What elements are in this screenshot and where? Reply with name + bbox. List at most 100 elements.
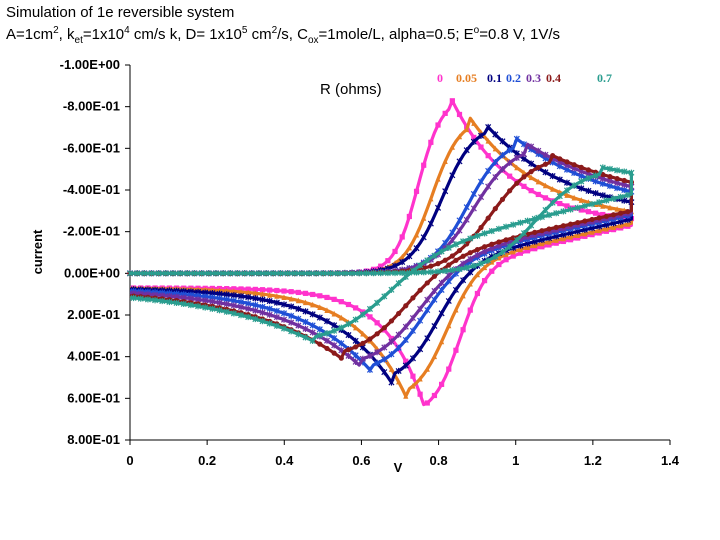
series-point xyxy=(248,270,255,277)
series-point xyxy=(599,192,606,199)
series-point xyxy=(492,158,499,166)
series-point xyxy=(539,244,545,250)
series-point xyxy=(374,360,381,367)
series-point xyxy=(130,294,137,302)
series-point xyxy=(589,216,595,223)
y-tick-label: 8.00E-01 xyxy=(67,432,120,447)
series-point xyxy=(603,225,609,232)
series-point xyxy=(295,322,302,329)
series-point xyxy=(159,297,166,305)
series-point xyxy=(614,167,621,174)
series-point xyxy=(614,206,620,212)
series-point xyxy=(532,229,538,235)
subtitle-part: =0.8 V, 1V/s xyxy=(479,26,560,43)
series-point xyxy=(474,232,481,239)
series-point xyxy=(431,287,438,295)
series-point xyxy=(230,292,237,299)
series-point xyxy=(477,178,485,185)
series-line xyxy=(129,165,633,343)
series-point xyxy=(438,286,445,294)
series-point xyxy=(514,164,520,171)
series-point xyxy=(546,238,552,245)
series-point xyxy=(331,342,338,349)
series-point xyxy=(503,237,509,243)
series-point xyxy=(439,338,445,345)
series-point xyxy=(231,288,237,295)
series-point xyxy=(585,167,592,173)
series-point xyxy=(442,267,449,275)
x-tick-label: 0.8 xyxy=(430,453,448,468)
series-point xyxy=(596,215,602,221)
series-point xyxy=(410,373,416,379)
series-point xyxy=(610,195,617,202)
series-point xyxy=(252,286,258,293)
series-point xyxy=(392,269,399,277)
subtitle-part: 5 xyxy=(241,25,248,36)
series-point xyxy=(252,307,259,314)
series-point xyxy=(421,215,427,221)
series-point xyxy=(546,226,552,232)
series-point xyxy=(259,309,266,316)
series-point xyxy=(331,322,338,329)
series-point xyxy=(366,366,373,373)
series-point xyxy=(259,318,266,325)
series-point xyxy=(259,291,266,297)
subtitle-part: 2 xyxy=(271,25,278,36)
series-point xyxy=(317,304,323,311)
series-point xyxy=(564,192,570,198)
series-point xyxy=(560,223,566,229)
series-point xyxy=(452,286,459,293)
series-point xyxy=(563,187,570,194)
series-point xyxy=(564,203,570,209)
subtitle-part: =1mole/L, alpha=0.5; E xyxy=(318,26,474,43)
x-tick-label: 1.4 xyxy=(661,453,680,468)
series-0.4 xyxy=(127,153,635,361)
y-tick-label: 4.00E-01 xyxy=(67,349,120,364)
series-point xyxy=(506,243,513,250)
series-point xyxy=(470,205,477,212)
series-point xyxy=(596,199,603,206)
series-point xyxy=(549,172,556,180)
series-point xyxy=(456,111,463,118)
series-point xyxy=(388,338,395,345)
series-point xyxy=(460,277,467,284)
series-point xyxy=(291,270,298,277)
series-point xyxy=(424,280,430,286)
series-point xyxy=(564,159,570,165)
series-point xyxy=(230,302,237,309)
series-point xyxy=(542,182,549,189)
series-point xyxy=(273,322,280,330)
series-point xyxy=(535,178,541,185)
series-point xyxy=(625,209,631,215)
series-point xyxy=(352,337,359,344)
series-point xyxy=(406,244,412,251)
series-point xyxy=(492,174,499,181)
series-point xyxy=(471,134,477,141)
series-point xyxy=(600,211,606,218)
series-point xyxy=(507,188,513,194)
series-point xyxy=(323,337,331,344)
series-point xyxy=(402,273,409,280)
series-point xyxy=(428,139,434,145)
series-line xyxy=(130,99,633,407)
series-point xyxy=(600,203,606,209)
series-point xyxy=(546,211,553,219)
subtitle-part: et xyxy=(74,35,83,46)
series-point xyxy=(464,241,470,247)
series-0 xyxy=(127,98,635,407)
series-point xyxy=(374,331,380,337)
series-point xyxy=(403,303,409,309)
series-point xyxy=(395,344,402,351)
series-point xyxy=(485,215,491,221)
series-point xyxy=(567,221,574,227)
series-point xyxy=(417,287,423,293)
series-point xyxy=(557,200,563,207)
series-point xyxy=(503,223,510,230)
series-point xyxy=(496,239,502,245)
series-point xyxy=(198,270,205,277)
series-point xyxy=(571,162,577,168)
series-point xyxy=(259,296,266,303)
series-point xyxy=(474,246,481,253)
series-point xyxy=(288,328,295,335)
series-point xyxy=(424,400,430,406)
